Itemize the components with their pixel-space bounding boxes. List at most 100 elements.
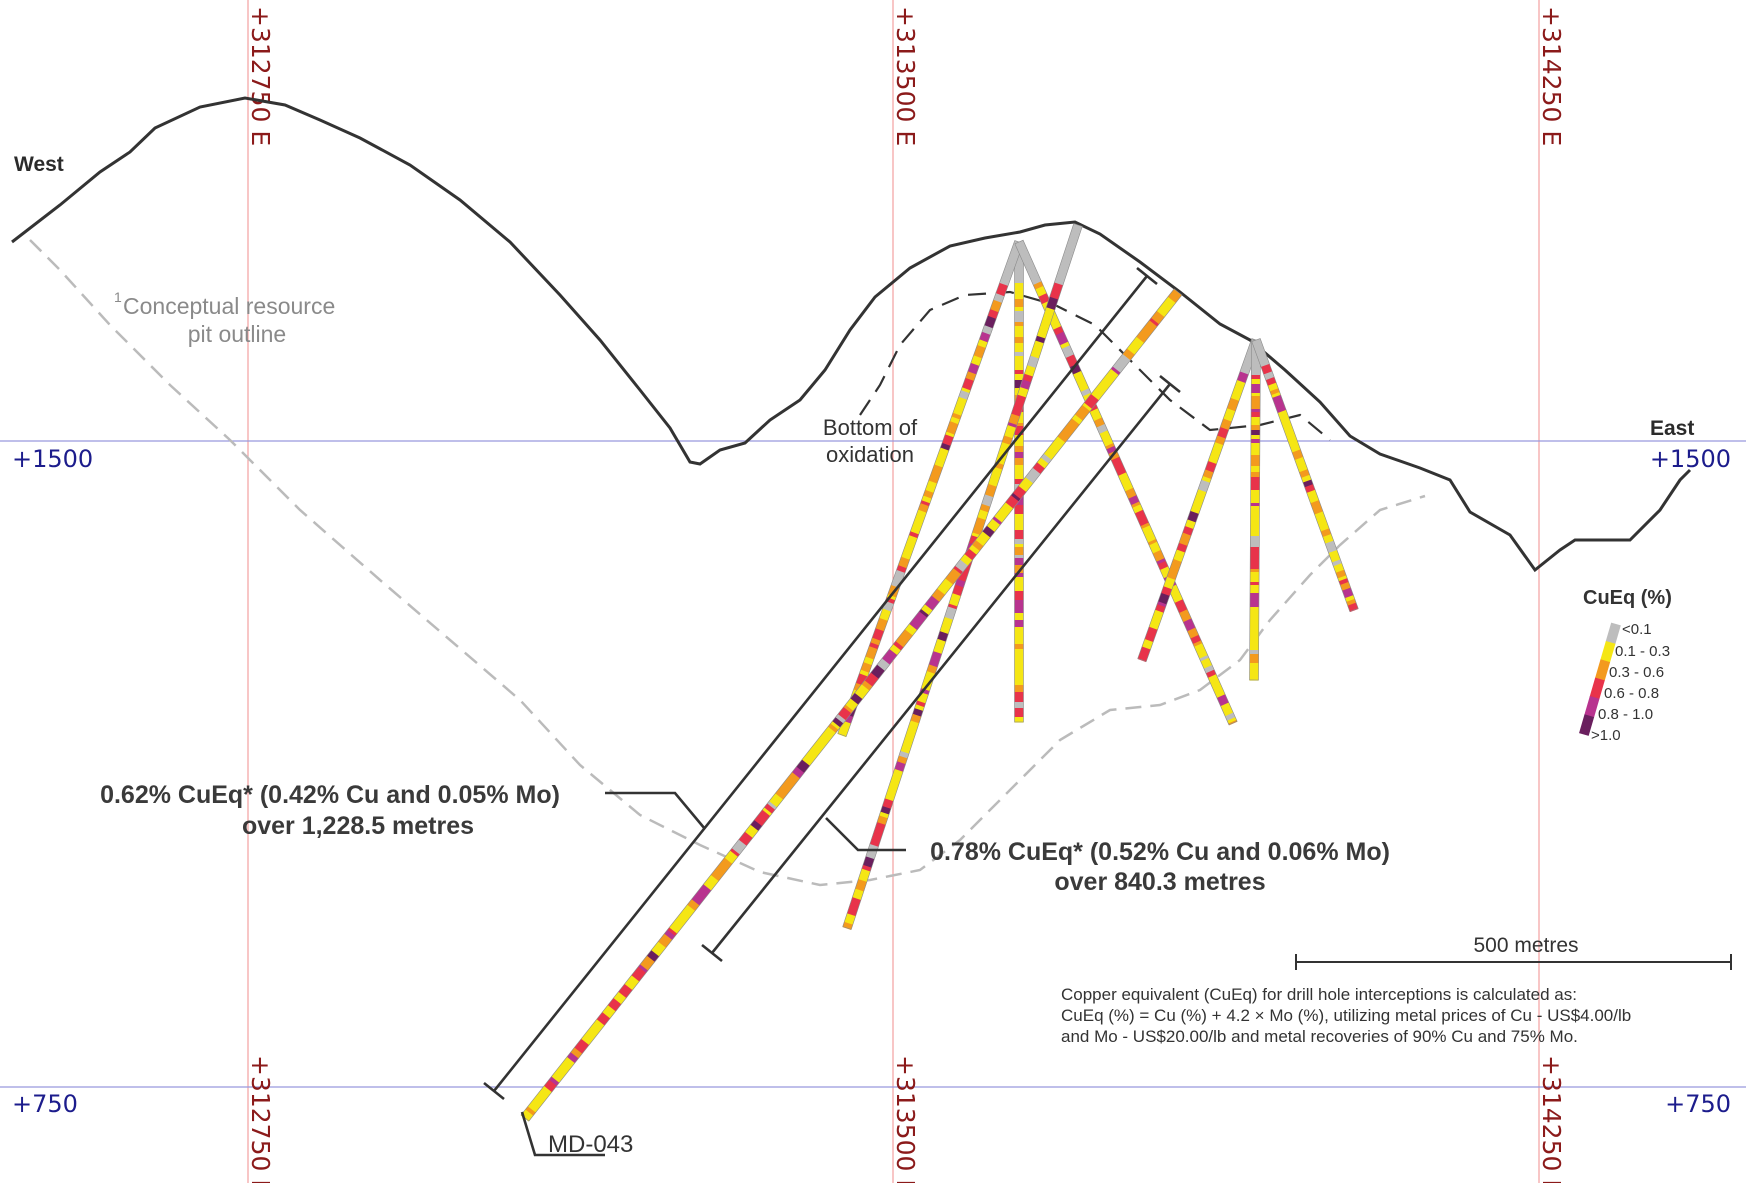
drill-hole-segment	[1251, 358, 1261, 367]
drill-hole-segment	[1099, 430, 1110, 438]
drill-hole-segment	[1250, 454, 1260, 467]
drill-hole-segment	[943, 434, 954, 442]
drill-hole-segment	[1033, 281, 1044, 291]
legend-label-0-6-0-8: 0.6 - 0.8	[1604, 685, 1659, 702]
drill-hole-segment	[886, 783, 899, 797]
drill-hole-segment	[1143, 638, 1154, 647]
drill-hole-segment	[1226, 397, 1240, 412]
drill-hole-segment	[979, 331, 991, 343]
drill-hole-segment	[1251, 383, 1261, 394]
drill-hole-segment	[1126, 343, 1140, 356]
legend-swatch-1	[1600, 640, 1616, 663]
drill-hole-segment	[1230, 390, 1242, 402]
drill-hole-segment	[1014, 547, 1024, 556]
drill-hole-segment	[1014, 394, 1027, 408]
drill-hole-segment	[1117, 354, 1131, 367]
drill-hole-segment	[1251, 408, 1261, 413]
drill-hole-segment	[1212, 444, 1223, 453]
drill-hole-segment	[1090, 411, 1101, 419]
drill-hole-segment	[1105, 443, 1115, 450]
drill-hole-hole-d	[842, 223, 1083, 930]
drill-hole-segment	[1014, 452, 1024, 459]
drill-hole-segment	[1014, 337, 1024, 344]
drill-hole-segment	[1344, 595, 1355, 603]
drill-hole-segment	[914, 509, 927, 524]
drill-hole-outline	[1251, 338, 1359, 612]
drill-hole-segment	[1148, 618, 1161, 631]
drill-hole-segment	[1017, 386, 1029, 398]
drill-hole-segment	[1203, 665, 1215, 674]
drill-hole-segment	[964, 548, 977, 561]
drill-hole-segment	[945, 421, 959, 436]
leader-intercept-1	[605, 791, 706, 830]
drill-hole-segment	[1081, 402, 1092, 412]
drill-hole-segment	[988, 481, 998, 488]
drill-hole-segment	[1014, 708, 1024, 718]
drill-hole-segment	[1014, 307, 1024, 312]
drill-hole-segment	[948, 593, 961, 607]
intercept-bracket-long-cap-bottom	[483, 1081, 505, 1101]
drill-hole-segment	[1051, 323, 1062, 331]
drill-hole-segment	[1249, 603, 1259, 608]
drill-hole-segment	[920, 500, 930, 507]
bottom-of-oxidation-line	[859, 290, 1331, 441]
drill-hole-segment	[1223, 709, 1234, 717]
drill-hole-segment	[952, 584, 964, 597]
drill-hole-segment	[989, 299, 1002, 313]
drill-hole-segment	[993, 510, 1007, 524]
drill-hole-segment	[1130, 336, 1145, 350]
drill-hole-segment	[1251, 338, 1262, 345]
drill-hole-segment	[865, 848, 877, 860]
easting-label-bottom-1: +312750 E	[246, 1055, 275, 1183]
drill-hole-segment	[1089, 408, 1100, 416]
drill-hole-segment	[843, 704, 854, 714]
leader-intercept-2	[825, 817, 906, 852]
drill-hole-segment	[868, 642, 879, 650]
west-label: West	[14, 153, 64, 176]
drill-hole-segment	[1250, 451, 1260, 456]
drill-hole-segment	[949, 416, 961, 425]
drill-hole-segment	[1208, 448, 1221, 462]
drill-hole-segment	[527, 1103, 538, 1113]
drill-hole-segment	[1251, 411, 1261, 418]
drill-hole-segment	[1014, 458, 1024, 466]
drill-hole-segment	[1163, 576, 1176, 590]
drill-hole-segment	[1294, 456, 1307, 470]
drill-hole-segment	[977, 509, 989, 521]
drill-hole-segment	[1131, 501, 1141, 509]
drill-hole-segment	[937, 447, 949, 459]
drill-hole-segment	[1029, 467, 1041, 479]
pit-outline-note: 1 Conceptual resource pit outline	[114, 289, 335, 347]
drill-hole-segment	[1249, 606, 1259, 612]
drill-hole-segment	[1138, 646, 1151, 661]
intercept-label-1: 0.62% CuEq* (0.42% Cu and 0.05% Mo) over…	[100, 781, 560, 840]
drill-hole-segment	[892, 641, 904, 651]
intercept-2-line-2: over 840.3 metres	[1054, 868, 1265, 896]
drill-hole-segment	[1145, 626, 1158, 640]
drill-hole-segment	[1138, 518, 1149, 527]
drill-hole-segment	[1292, 449, 1304, 461]
drill-hole-segment	[859, 669, 870, 678]
drill-hole-segment	[1149, 541, 1162, 555]
drill-hole-hole-b	[837, 240, 1024, 738]
drill-hole-segment	[1014, 322, 1024, 327]
drill-hole-segment	[1227, 717, 1237, 725]
intercept-bracket-short	[710, 383, 1172, 954]
drill-hole-segment	[1014, 530, 1024, 540]
drill-hole-segment	[991, 516, 1003, 526]
drill-hole-segment	[1328, 549, 1341, 563]
intercept-bracket-short-cap-bottom	[701, 943, 723, 963]
drill-hole-segment	[791, 766, 805, 779]
drill-hole-segment	[667, 927, 678, 937]
drill-hole-segment	[1014, 270, 1024, 276]
drill-hole-segment	[1249, 620, 1259, 625]
drill-hole-segment	[889, 644, 901, 656]
drill-hole-segment	[1250, 489, 1260, 495]
drill-hole-segment	[934, 455, 947, 469]
drill-hole-segment	[1157, 592, 1170, 605]
drill-hole-segment	[970, 355, 983, 367]
drill-hole-segment	[1298, 466, 1308, 473]
drill-hole-segment	[937, 631, 949, 643]
drill-hole-segment	[1067, 238, 1078, 246]
drill-hole-segment	[1250, 584, 1260, 594]
